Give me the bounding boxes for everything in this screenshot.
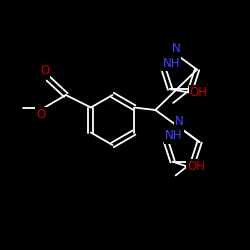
Text: NH: NH	[162, 57, 180, 70]
Text: N: N	[172, 42, 181, 55]
Text: O: O	[40, 64, 49, 76]
Text: O: O	[36, 108, 46, 121]
Text: NH: NH	[165, 129, 182, 142]
Text: OH: OH	[190, 86, 208, 100]
Text: OH: OH	[187, 160, 205, 173]
Text: N: N	[175, 115, 184, 128]
